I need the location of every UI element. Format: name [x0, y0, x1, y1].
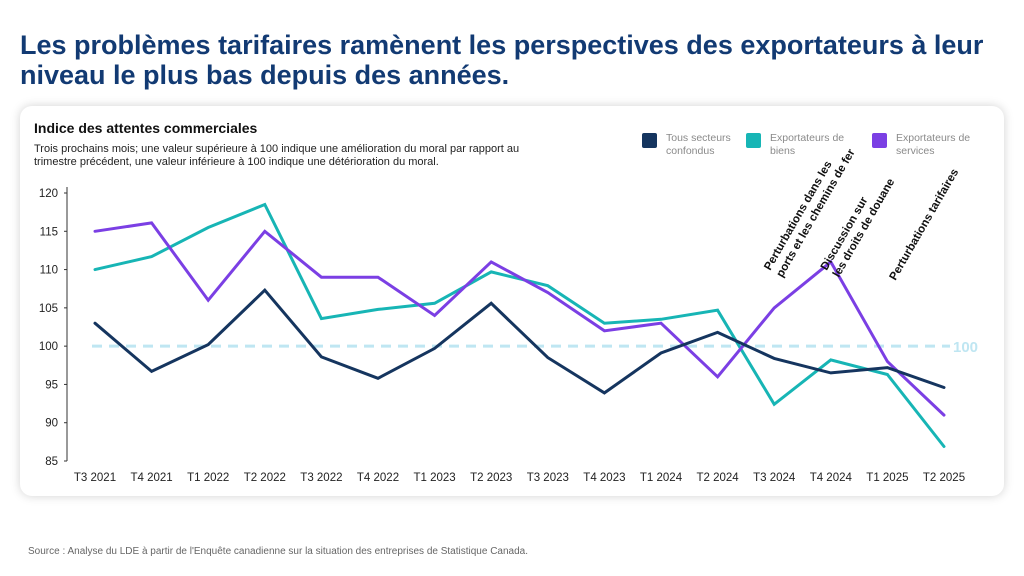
legend-item: Exportateurs de biens [746, 132, 865, 158]
chart-card: Indice des attentes commerciales Trois p… [20, 106, 1004, 496]
y-tick-label: 95 [45, 379, 58, 391]
legend-swatch [872, 133, 887, 148]
x-tick-label: T1 2023 [413, 472, 455, 484]
x-tick-label: T2 2023 [470, 472, 512, 484]
chart-title: Indice des attentes commerciales [34, 120, 258, 136]
annotation-3: Perturbations tarifaires [888, 167, 962, 283]
source-note: Source : Analyse du LDE à partir de l'En… [28, 546, 528, 557]
y-tick-label: 100 [39, 341, 58, 353]
legend-item: Exportateurs de services [872, 132, 991, 158]
x-tick-label: T3 2021 [74, 472, 116, 484]
page-headline: Les problèmes tarifaires ramènent les pe… [20, 30, 984, 90]
y-tick-label: 85 [45, 456, 58, 468]
x-tick-label: T2 2025 [923, 472, 965, 484]
x-tick-label: T3 2024 [753, 472, 796, 484]
chart-legend: Tous secteurs confondus Exportateurs de b… [20, 132, 1004, 162]
legend-item: Tous secteurs confondus [642, 132, 761, 158]
x-tick-label: T2 2022 [244, 472, 286, 484]
y-tick-label: 105 [39, 303, 58, 315]
y-tick-label: 115 [40, 226, 58, 238]
legend-label: Tous secteurs confondus [666, 132, 731, 157]
y-tick-label: 90 [45, 418, 58, 430]
series-line-exportateurs-de-services [93, 221, 946, 417]
x-tick-label: T3 2022 [300, 472, 342, 484]
legend-swatch [642, 133, 657, 148]
legend-swatch [746, 133, 761, 148]
x-tick-label: T4 2024 [810, 472, 853, 484]
annotation-text: Perturbations tarifaires [888, 167, 962, 283]
chart-subtitle: Trois prochains mois; une valeur supérie… [34, 143, 520, 168]
y-tick-label: 110 [40, 265, 58, 277]
x-tick-label: T4 2021 [130, 472, 172, 484]
reference-line-label: 100 [953, 339, 978, 356]
x-tick-label: T1 2024 [640, 472, 683, 484]
x-tick-label: T4 2023 [583, 472, 625, 484]
x-tick-label: T1 2025 [866, 472, 908, 484]
legend-label: Exportateurs de biens [770, 132, 845, 157]
legend-label: Exportateurs de services [896, 132, 971, 157]
y-tick-label: 120 [39, 188, 58, 200]
x-tick-label: T2 2024 [696, 472, 739, 484]
series-line-exportateurs-de-biens [93, 202, 946, 448]
series-line-tous-secteurs-confondus [93, 288, 946, 395]
line-chart-plot: 85 90 95 100 105 110 115 120 T3 2021 T4 2021 T1 20… [39, 147, 978, 484]
x-tick-label: T1 2022 [187, 472, 229, 484]
x-tick-label: T3 2023 [527, 472, 569, 484]
x-tick-label: T4 2022 [357, 472, 399, 484]
